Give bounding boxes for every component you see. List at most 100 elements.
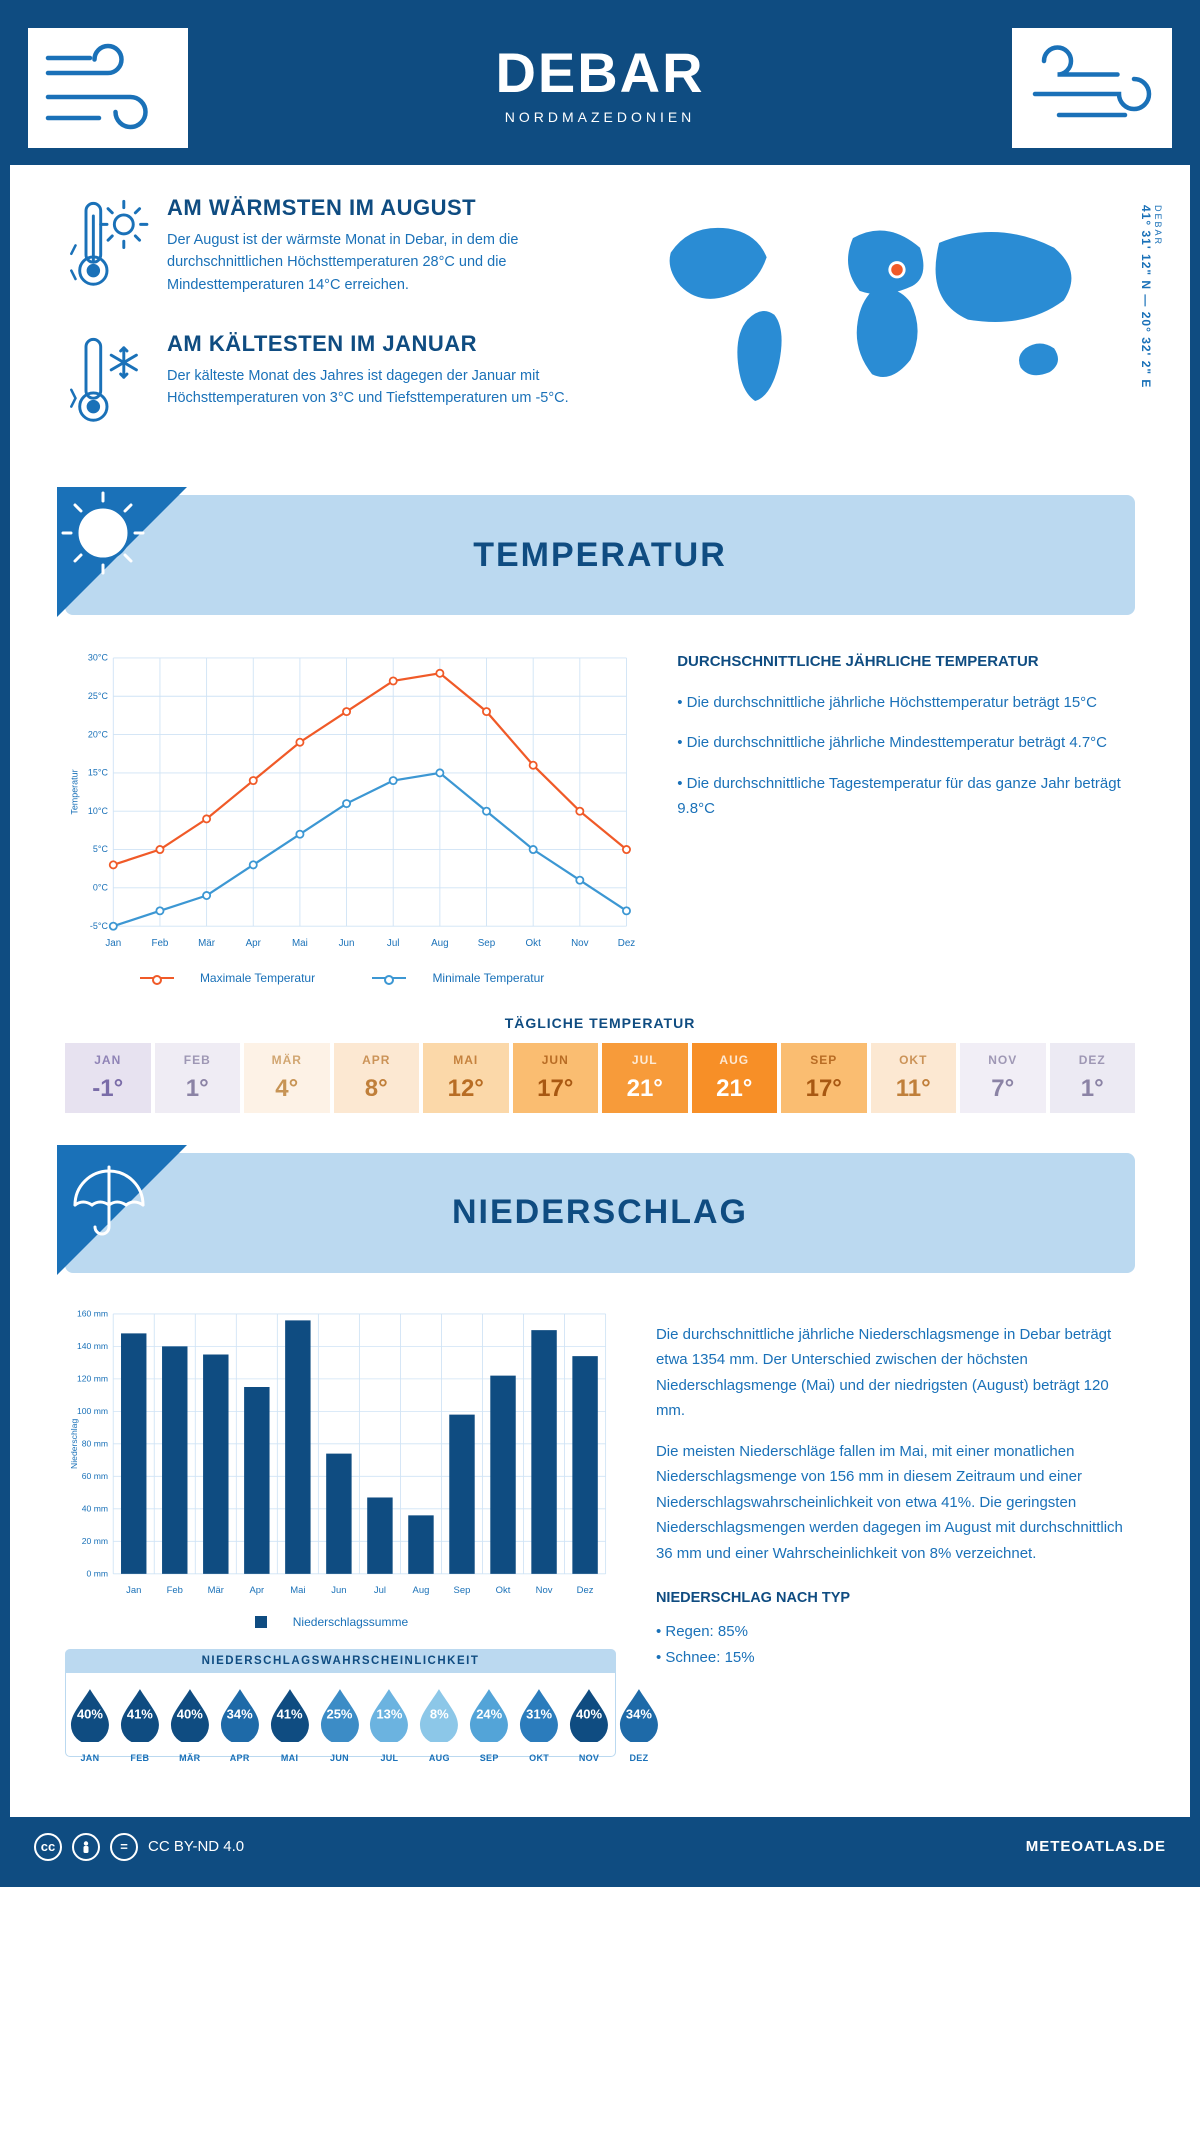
svg-text:Dez: Dez bbox=[577, 1585, 594, 1596]
svg-text:25°C: 25°C bbox=[88, 691, 109, 701]
daily-temp-cell: JAN-1° bbox=[65, 1043, 151, 1113]
svg-text:Jul: Jul bbox=[387, 938, 400, 949]
footer: cc = CC BY-ND 4.0 METEOATLAS.DE bbox=[10, 1817, 1190, 1877]
svg-text:Niederschlag: Niederschlag bbox=[69, 1419, 79, 1469]
world-map: DEBAR 41° 31' 12" N — 20° 32' 2" E bbox=[628, 195, 1135, 467]
svg-text:Jan: Jan bbox=[105, 938, 121, 949]
nd-icon: = bbox=[110, 1833, 138, 1861]
svg-text:Nov: Nov bbox=[536, 1585, 553, 1596]
section-title: TEMPERATUR bbox=[473, 536, 727, 575]
daily-temp-cell: SEP17° bbox=[781, 1043, 867, 1113]
precipitation-probability-drops: 40%JAN41%FEB40%MÄR34%APR41%MAI25%JUN13%J… bbox=[65, 1673, 616, 1757]
svg-text:Sep: Sep bbox=[478, 938, 496, 949]
rain-drop: 24%SEP bbox=[467, 1687, 511, 1747]
svg-text:0°C: 0°C bbox=[93, 883, 109, 893]
svg-text:Feb: Feb bbox=[167, 1585, 183, 1596]
svg-text:Dez: Dez bbox=[618, 938, 636, 949]
svg-text:80 mm: 80 mm bbox=[82, 1438, 108, 1448]
svg-text:Mai: Mai bbox=[290, 1585, 305, 1596]
svg-text:Jul: Jul bbox=[374, 1585, 386, 1596]
daily-temp-cell: FEB1° bbox=[155, 1043, 241, 1113]
daily-temp-cell: AUG21° bbox=[692, 1043, 778, 1113]
svg-text:60 mm: 60 mm bbox=[82, 1471, 108, 1481]
warmest-fact: AM WÄRMSTEN IM AUGUST Der August ist der… bbox=[65, 195, 598, 305]
coldest-heading: AM KÄLTESTEN IM JANUAR bbox=[167, 331, 598, 357]
drops-title: NIEDERSCHLAGSWAHRSCHEINLICHKEIT bbox=[65, 1649, 616, 1673]
svg-text:Feb: Feb bbox=[151, 938, 168, 949]
daily-temp-cell: APR8° bbox=[334, 1043, 420, 1113]
rain-drop: 25%JUN bbox=[318, 1687, 362, 1747]
svg-text:15°C: 15°C bbox=[88, 768, 109, 778]
svg-text:Aug: Aug bbox=[413, 1585, 430, 1596]
rain-drop: 8%AUG bbox=[417, 1687, 461, 1747]
umbrella-icon bbox=[57, 1145, 187, 1275]
rain-drop: 41%FEB bbox=[118, 1687, 162, 1747]
temperature-summary: DURCHSCHNITTLICHE JÄHRLICHE TEMPERATUR •… bbox=[677, 649, 1135, 837]
svg-text:Temperatur: Temperatur bbox=[70, 769, 80, 814]
svg-text:Nov: Nov bbox=[571, 938, 589, 949]
thermometer-sun-icon bbox=[65, 195, 149, 305]
precipitation-bar-chart: 0 mm 20 mm 40 mm 60 mm 80 mm 100 mm 120 mm 140 … bbox=[65, 1307, 616, 1631]
warmest-text: Der August ist der wärmste Monat in Deba… bbox=[167, 229, 598, 296]
rain-drop: 40%MÄR bbox=[168, 1687, 212, 1747]
coldest-fact: AM KÄLTESTEN IM JANUAR Der kälteste Mona… bbox=[65, 331, 598, 441]
svg-text:120 mm: 120 mm bbox=[77, 1373, 108, 1383]
svg-text:30°C: 30°C bbox=[88, 653, 109, 663]
daily-temp-cell: JUL21° bbox=[602, 1043, 688, 1113]
daily-temp-strip: JAN-1°FEB1°MÄR4°APR8°MAI12°JUN17°JUL21°A… bbox=[65, 1043, 1135, 1113]
section-bar-temperature: TEMPERATUR bbox=[65, 495, 1135, 615]
svg-text:Sep: Sep bbox=[454, 1585, 471, 1596]
svg-text:Apr: Apr bbox=[246, 938, 262, 949]
svg-text:-5°C: -5°C bbox=[90, 921, 109, 931]
legend-min: Minimale Temperatur bbox=[432, 971, 544, 985]
warmest-heading: AM WÄRMSTEN IM AUGUST bbox=[167, 195, 598, 221]
svg-text:Mai: Mai bbox=[292, 938, 308, 949]
svg-text:140 mm: 140 mm bbox=[77, 1341, 108, 1351]
svg-text:Mär: Mär bbox=[208, 1585, 224, 1596]
wind-icon bbox=[28, 28, 188, 148]
daily-temp-cell: OKT11° bbox=[871, 1043, 957, 1113]
svg-text:Aug: Aug bbox=[431, 938, 448, 949]
rain-drop: 34%APR bbox=[218, 1687, 262, 1747]
svg-text:20°C: 20°C bbox=[88, 729, 109, 739]
svg-text:Okt: Okt bbox=[496, 1585, 511, 1596]
section-title: NIEDERSCHLAG bbox=[452, 1193, 748, 1232]
svg-text:0 mm: 0 mm bbox=[87, 1568, 108, 1578]
daily-temp-cell: NOV7° bbox=[960, 1043, 1046, 1113]
rain-drop: 34%DEZ bbox=[617, 1687, 661, 1747]
svg-text:Okt: Okt bbox=[526, 938, 542, 949]
svg-text:10°C: 10°C bbox=[88, 806, 109, 816]
rain-drop: 40%NOV bbox=[567, 1687, 611, 1747]
sun-icon bbox=[57, 487, 187, 617]
svg-text:20 mm: 20 mm bbox=[82, 1536, 108, 1546]
wind-icon bbox=[1012, 28, 1172, 148]
site-name: METEOATLAS.DE bbox=[1026, 1838, 1166, 1855]
svg-text:Jan: Jan bbox=[126, 1585, 141, 1596]
svg-text:Mär: Mär bbox=[198, 938, 216, 949]
svg-text:Jun: Jun bbox=[331, 1585, 346, 1596]
rain-drop: 41%MAI bbox=[268, 1687, 312, 1747]
daily-temp-cell: MÄR4° bbox=[244, 1043, 330, 1113]
temperature-line-chart: -5°C 0°C 5°C 10°C 15°C 20°C 25°C 30°C Jan Feb Mär A… bbox=[65, 649, 637, 985]
legend-precip: Niederschlagssumme bbox=[293, 1615, 408, 1629]
header: DEBAR NORDMAZEDONIEN bbox=[10, 10, 1190, 165]
precipitation-summary: Die durchschnittliche jährliche Niedersc… bbox=[656, 1307, 1135, 1670]
svg-text:5°C: 5°C bbox=[93, 844, 109, 854]
coordinates: DEBAR 41° 31' 12" N — 20° 32' 2" E bbox=[1139, 205, 1163, 388]
legend-max: Maximale Temperatur bbox=[200, 971, 315, 985]
svg-text:Jun: Jun bbox=[339, 938, 355, 949]
section-bar-precipitation: NIEDERSCHLAG bbox=[65, 1153, 1135, 1273]
coldest-text: Der kälteste Monat des Jahres ist dagege… bbox=[167, 365, 598, 410]
svg-text:Apr: Apr bbox=[249, 1585, 264, 1596]
rain-drop: 31%OKT bbox=[517, 1687, 561, 1747]
by-icon bbox=[72, 1833, 100, 1861]
license: cc = CC BY-ND 4.0 bbox=[34, 1833, 244, 1861]
svg-text:40 mm: 40 mm bbox=[82, 1503, 108, 1513]
daily-temp-title: TÄGLICHE TEMPERATUR bbox=[65, 1015, 1135, 1031]
daily-temp-cell: MAI12° bbox=[423, 1043, 509, 1113]
svg-text:100 mm: 100 mm bbox=[77, 1406, 108, 1416]
cc-icon: cc bbox=[34, 1833, 62, 1861]
svg-text:160 mm: 160 mm bbox=[77, 1308, 108, 1318]
thermometer-snow-icon bbox=[65, 331, 149, 441]
daily-temp-cell: JUN17° bbox=[513, 1043, 599, 1113]
